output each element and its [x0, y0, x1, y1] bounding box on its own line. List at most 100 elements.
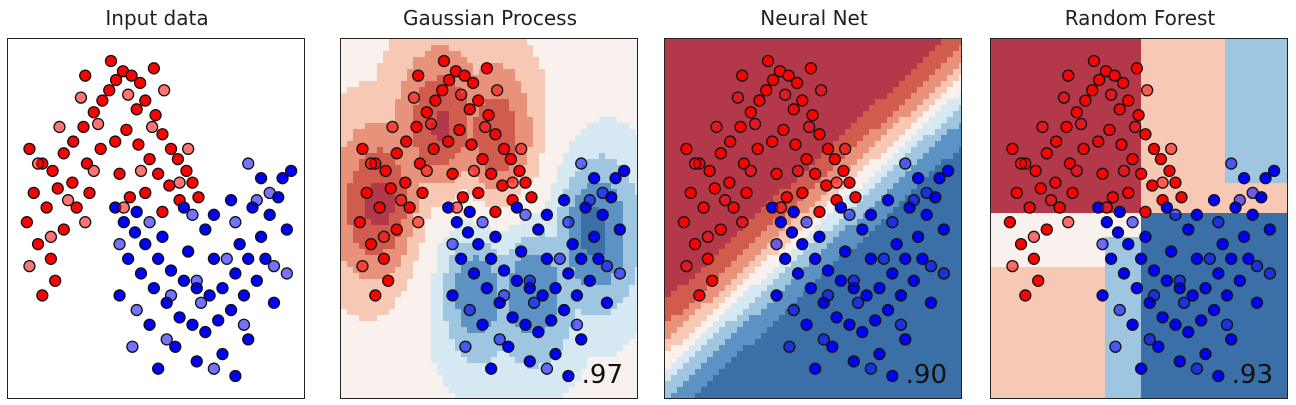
- decision-surface-cell: [461, 279, 468, 286]
- decision-surface-cell: [347, 147, 354, 154]
- decision-surface-cell: [371, 225, 378, 232]
- decision-surface-cell: [341, 237, 348, 244]
- decision-surface-cell: [935, 183, 942, 190]
- decision-surface-cell: [737, 87, 744, 94]
- decision-surface-cell: [341, 393, 348, 398]
- decision-surface-cell: [461, 81, 468, 88]
- decision-surface-cell: [617, 183, 624, 190]
- decision-surface-cell: [719, 93, 726, 100]
- decision-surface-cell: [893, 183, 900, 190]
- decision-surface-cell: [419, 51, 426, 58]
- decision-surface-cell: [617, 159, 624, 166]
- decision-surface-cell: [515, 237, 522, 244]
- decision-surface-cell: [749, 45, 756, 52]
- decision-surface-cell: [395, 57, 402, 64]
- decision-surface-cell: [521, 69, 528, 76]
- decision-surface-cell: [731, 45, 738, 52]
- decision-surface-cell: [371, 153, 378, 160]
- decision-surface-cell: [701, 141, 708, 148]
- decision-surface-cell: [935, 213, 942, 220]
- decision-surface-cell: [845, 237, 852, 244]
- decision-surface-cell: [365, 303, 372, 310]
- decision-surface-cell: [875, 123, 882, 130]
- decision-surface-cell: [593, 357, 600, 364]
- decision-surface-cell: [389, 393, 396, 398]
- decision-surface-cell: [917, 207, 924, 214]
- decision-surface-cell: [401, 93, 408, 100]
- decision-surface-cell: [515, 159, 522, 166]
- decision-surface-cell: [587, 315, 594, 322]
- decision-surface-cell: [353, 387, 360, 394]
- decision-surface-cell: [671, 75, 678, 82]
- decision-surface-cell: [425, 267, 432, 274]
- decision-surface-cell: [473, 279, 480, 286]
- decision-surface-cell: [527, 159, 534, 166]
- decision-surface-cell: [605, 177, 612, 184]
- decision-surface-cell: [365, 225, 372, 232]
- decision-surface-cell: [389, 369, 396, 376]
- decision-surface-cell: [491, 333, 498, 340]
- decision-surface-cell: [953, 57, 960, 64]
- decision-surface-cell: [461, 393, 468, 398]
- decision-surface-cell: [479, 393, 486, 398]
- decision-surface-cell: [473, 297, 480, 304]
- decision-surface-cell: [629, 315, 636, 322]
- decision-surface-cell: [557, 297, 564, 304]
- decision-surface-cell: [605, 123, 612, 130]
- decision-surface-cell: [407, 309, 414, 316]
- decision-surface-cell: [497, 153, 504, 160]
- decision-surface-cell: [509, 297, 516, 304]
- decision-surface-cell: [623, 45, 630, 52]
- decision-surface-cell: [629, 135, 636, 142]
- decision-surface-cell: [407, 57, 414, 64]
- decision-surface-cell: [725, 219, 732, 226]
- decision-surface-cell: [557, 81, 564, 88]
- decision-surface-cell: [803, 87, 810, 94]
- decision-surface-cell: [587, 159, 594, 166]
- decision-surface-cell: [731, 123, 738, 130]
- decision-surface-cell: [449, 357, 456, 364]
- decision-surface-cell: [365, 339, 372, 346]
- decision-surface-cell: [389, 381, 396, 388]
- decision-surface-cell: [671, 195, 678, 202]
- decision-surface-cell: [791, 219, 798, 226]
- decision-surface-cell: [443, 183, 450, 190]
- decision-surface-cell: [665, 219, 672, 226]
- decision-surface-cell: [845, 201, 852, 208]
- decision-surface-cell: [497, 213, 504, 220]
- decision-surface-cell: [869, 141, 876, 148]
- decision-surface-cell: [563, 87, 570, 94]
- decision-surface-cell: [923, 135, 930, 142]
- decision-surface-cell: [551, 123, 558, 130]
- decision-surface-cell: [839, 213, 846, 220]
- decision-surface-cell: [875, 159, 882, 166]
- decision-surface-cell: [419, 273, 426, 280]
- decision-surface-cell: [443, 249, 450, 256]
- decision-surface-cell: [635, 195, 637, 202]
- decision-surface-cell: [395, 165, 402, 172]
- decision-surface-cell: [635, 183, 637, 190]
- decision-surface-cell: [803, 45, 810, 52]
- decision-surface-cell: [551, 93, 558, 100]
- decision-surface-cell: [833, 117, 840, 124]
- decision-surface-cell: [383, 219, 390, 226]
- decision-surface-cell: [449, 99, 456, 106]
- decision-surface-cell: [575, 387, 582, 394]
- decision-surface-cell: [527, 165, 534, 172]
- decision-surface-cell: [737, 189, 744, 196]
- decision-surface-cell: [527, 111, 534, 118]
- decision-surface-cell: [701, 75, 708, 82]
- decision-surface-cell: [353, 153, 360, 160]
- decision-surface-cell: [545, 381, 552, 388]
- decision-surface-cell: [575, 201, 582, 208]
- decision-surface-cell: [569, 297, 576, 304]
- decision-surface-cell: [941, 213, 948, 220]
- decision-surface-cell: [407, 39, 414, 46]
- decision-surface-cell: [461, 51, 468, 58]
- decision-surface-cell: [377, 153, 384, 160]
- decision-surface-cell: [953, 183, 960, 190]
- decision-surface-cell: [779, 75, 786, 82]
- decision-surface-cell: [353, 255, 360, 262]
- decision-surface-cell: [683, 129, 690, 136]
- decision-surface-cell: [725, 45, 732, 52]
